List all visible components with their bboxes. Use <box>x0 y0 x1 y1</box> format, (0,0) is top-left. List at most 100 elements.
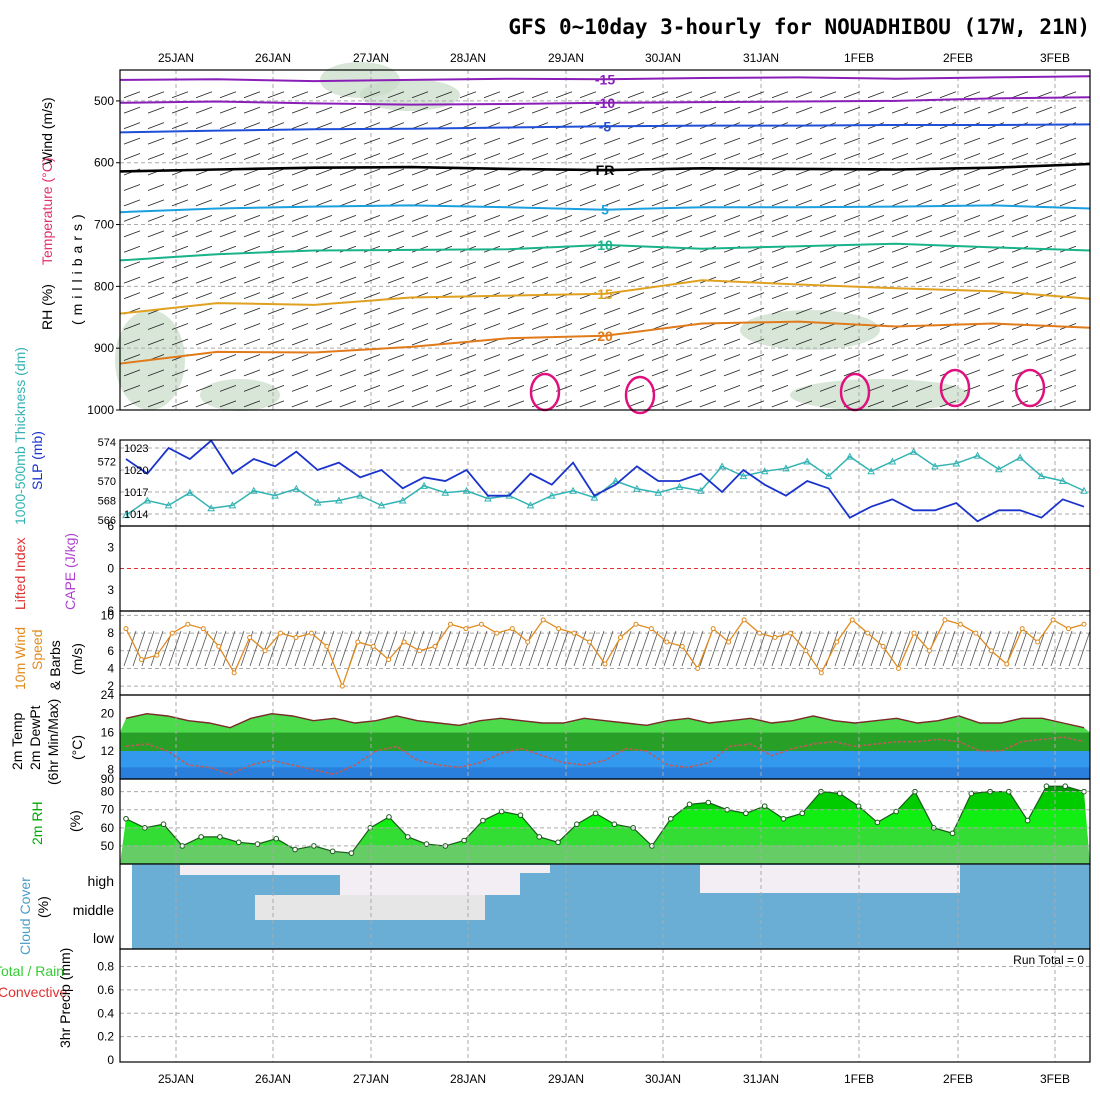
wind-barb <box>795 230 813 238</box>
wind-barb <box>1011 214 1029 222</box>
wind-barb <box>195 214 213 222</box>
rh-marker <box>686 801 693 808</box>
wind-barb <box>219 214 237 222</box>
wind-barb <box>243 338 261 346</box>
wind-barb <box>795 276 813 284</box>
wind-barb <box>339 323 357 330</box>
wind-barb <box>171 292 189 300</box>
wind-barb <box>483 106 501 114</box>
wind-barb <box>915 245 933 253</box>
wind-barb <box>1059 184 1077 191</box>
wind-barb <box>315 106 333 114</box>
slp-line <box>125 439 1085 523</box>
wind-barb <box>651 199 669 207</box>
wind-barb <box>435 307 453 315</box>
wind-barb <box>483 261 501 269</box>
wind-barb <box>483 354 501 361</box>
wind-barb <box>795 199 813 207</box>
wind-barb <box>531 184 549 191</box>
wind10-barb <box>501 630 515 667</box>
wind10-barb <box>249 630 263 667</box>
wind-barb <box>459 323 477 330</box>
wind-barb <box>987 292 1005 300</box>
wind-barb <box>1035 230 1053 238</box>
wind-barb <box>819 230 837 238</box>
wind10-barb <box>204 630 218 667</box>
wind-barb <box>723 292 741 300</box>
wind-barb <box>411 137 429 145</box>
wind-barb <box>339 122 357 130</box>
wind-barb <box>1035 214 1053 222</box>
slp-tick: 1020 <box>124 465 148 477</box>
wind10-speed-line <box>125 618 1085 689</box>
rh2m-label: 2m RH <box>29 801 45 845</box>
wind-barb <box>483 369 501 377</box>
wind-barb <box>963 338 981 346</box>
wind-barb <box>243 184 261 191</box>
wind10-marker <box>169 630 175 636</box>
wind-barb <box>795 184 813 191</box>
wind-barb <box>243 307 261 315</box>
warm-contour <box>529 372 561 412</box>
wind-barb <box>483 214 501 222</box>
thickness-tick: 566 <box>98 515 116 527</box>
wind-barb <box>387 384 405 392</box>
wind-barb <box>915 384 933 392</box>
wind-barb <box>843 91 861 99</box>
precip-tick: 0 <box>107 1053 114 1067</box>
wind10-barb <box>123 630 137 667</box>
temp-fill <box>120 713 1090 733</box>
wind-barb <box>819 292 837 300</box>
temp-tick: 12 <box>101 744 115 758</box>
wind-barb <box>699 292 717 300</box>
wind-barb <box>699 307 717 315</box>
temp-contour <box>119 320 1091 365</box>
wind-barb <box>147 91 165 99</box>
wind-barb <box>1035 307 1053 315</box>
wind-barb <box>819 369 837 377</box>
wind-barb <box>1011 400 1029 408</box>
wind-barb <box>1059 338 1077 346</box>
wind10-barb <box>942 630 956 667</box>
rh-marker <box>743 810 749 817</box>
wind-barb <box>579 384 597 392</box>
wind-barb <box>699 323 717 330</box>
wind-barb <box>987 261 1005 269</box>
wind-barb <box>627 91 645 99</box>
wind-barb <box>267 122 285 130</box>
wind-barb <box>963 230 981 238</box>
wind-barb <box>627 384 645 392</box>
wind-barb <box>675 214 693 222</box>
wind-barb <box>507 230 525 238</box>
wind-barb <box>867 184 885 191</box>
cloud-clear-high <box>520 865 550 873</box>
wind-barb <box>867 137 885 145</box>
wind-barb <box>771 106 789 114</box>
wind-barb <box>963 369 981 377</box>
wind-barb <box>507 199 525 207</box>
thickness-marker <box>1080 486 1088 494</box>
wind-barb <box>555 307 573 315</box>
wind-barb <box>651 153 669 160</box>
wind-barb <box>675 292 693 300</box>
wind-barb <box>603 261 621 269</box>
wind-barb <box>291 323 309 330</box>
thickness-marker <box>675 482 684 490</box>
cloud-clear-high <box>340 865 520 895</box>
wind-barb <box>339 214 357 222</box>
rh2m-units: (%) <box>67 810 83 832</box>
temp2m-label-a: 2m Temp <box>9 712 25 770</box>
rh-marker <box>348 850 355 856</box>
wind-barb <box>771 261 789 269</box>
wind-barb <box>939 199 957 207</box>
wind-barb <box>507 137 525 145</box>
rh-marker <box>1024 817 1031 824</box>
wind-barb <box>507 276 525 284</box>
wind10-barb <box>780 630 794 667</box>
wind-barb <box>675 230 693 238</box>
wind-barb <box>363 400 381 408</box>
wind-barb <box>195 354 213 361</box>
wind-barb <box>339 168 357 176</box>
wind10-barb <box>1059 630 1073 667</box>
wind10-marker <box>896 665 902 671</box>
